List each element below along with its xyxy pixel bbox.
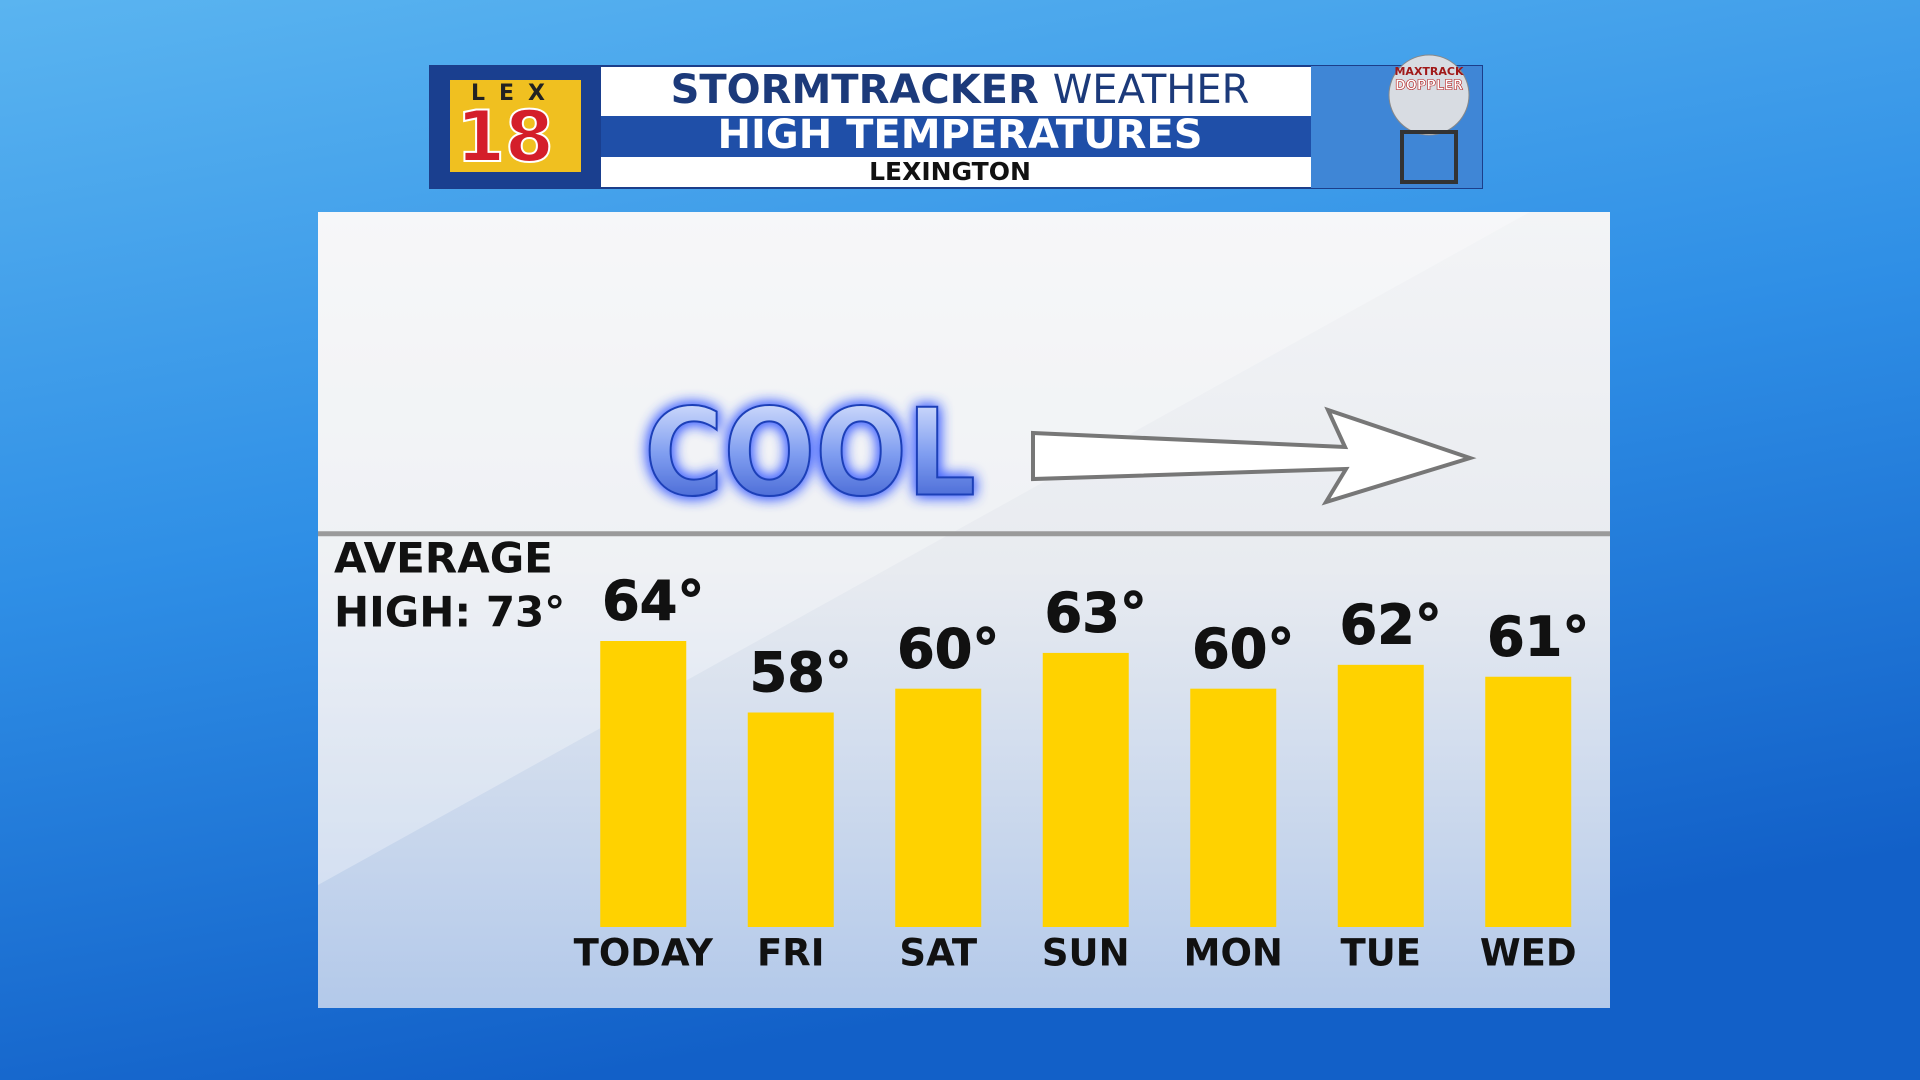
logo-plate xyxy=(450,80,581,172)
value-label: 63° xyxy=(1045,582,1147,645)
x-tick-label: SAT xyxy=(899,932,977,975)
value-label: 60° xyxy=(1192,617,1294,680)
x-tick-label: SUN xyxy=(1042,932,1130,975)
value-label: 62° xyxy=(1340,593,1442,656)
x-tick-label: TODAY xyxy=(574,932,714,975)
logo-number: 18 xyxy=(456,96,553,178)
radar-tower xyxy=(1400,130,1458,184)
x-tick-label: WED xyxy=(1480,932,1577,975)
bar xyxy=(1042,652,1129,927)
x-tick-label: FRI xyxy=(757,932,825,975)
x-tick-label: MON xyxy=(1184,932,1283,975)
chart-title: HIGH TEMPERATURES xyxy=(718,112,1203,158)
arrow xyxy=(1031,406,1477,506)
bar xyxy=(600,641,687,927)
value-label: 58° xyxy=(750,641,852,704)
radar-top: MAXTRACK xyxy=(1394,65,1464,78)
value-label: 64° xyxy=(602,570,704,633)
chart-subtitle: LEXINGTON xyxy=(869,157,1031,186)
bar xyxy=(895,688,982,927)
brand: STORMTRACKER xyxy=(671,67,1039,113)
brand-line: STORMTRACKER WEATHER xyxy=(671,67,1250,113)
radar-dome xyxy=(1388,54,1470,136)
header: LEX 18 STORMTRACKER WEATHER HIGH TEMPERA… xyxy=(429,54,1483,189)
title-band xyxy=(601,116,1311,157)
value-label: 60° xyxy=(897,617,999,680)
average-label: AVERAGE xyxy=(334,534,553,583)
logo-top: LEX xyxy=(471,81,559,106)
value-label: 61° xyxy=(1487,605,1589,668)
bar xyxy=(1190,688,1277,927)
bar xyxy=(747,712,834,927)
x-tick-label: TUE xyxy=(1340,932,1421,975)
annotation: COOL xyxy=(644,385,976,524)
radar-bottom: DOPPLER xyxy=(1395,79,1463,94)
average-label: HIGH: 73° xyxy=(334,588,565,637)
bar xyxy=(1337,664,1424,927)
brand-suffix: WEATHER xyxy=(1053,67,1250,113)
bar xyxy=(1485,676,1572,927)
